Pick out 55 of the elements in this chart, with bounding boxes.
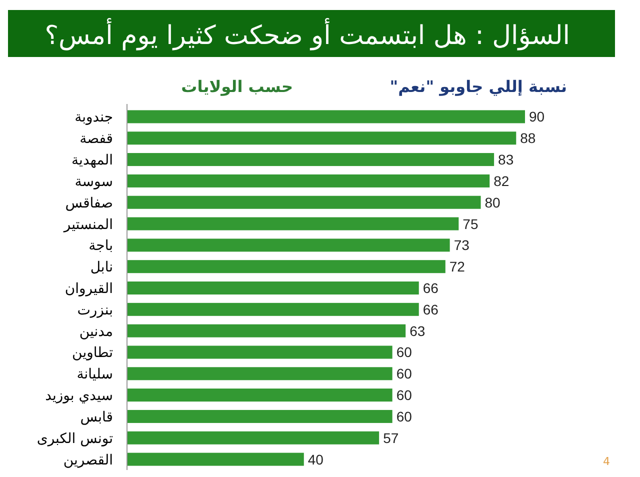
y-tick-label: القيروان [64,281,113,297]
y-tick-label: قابس [80,409,113,426]
data-label: 60 [396,387,412,404]
text: 4 [603,455,610,468]
bar [127,410,392,423]
bar [127,367,392,380]
data-label: 57 [383,430,399,446]
y-tick-label: صفاقس [65,195,113,212]
y-tick-label: قفصة [80,131,113,148]
bar [127,452,304,466]
data-label: 88 [520,130,536,146]
y-tick-label: القصرين [63,452,113,468]
data-label: 75 [462,216,478,232]
y-tick-label: تونس الكبرى [36,430,114,447]
bar [127,346,392,359]
y-tick-label: باجة [88,238,113,254]
y-axis-title: حسب الولايات [181,77,293,96]
data-label: 72 [449,258,466,275]
bar [127,174,490,188]
bar [127,260,446,274]
data-label: 63 [410,322,426,339]
bar [127,302,419,316]
bar [127,431,380,444]
y-tick-label: المهدية [72,152,113,169]
data-label: 66 [422,280,439,296]
data-label: 80 [484,194,501,210]
bar [127,132,516,145]
y-tick-label: جندوبة [74,110,113,126]
data-label: 83 [498,152,514,168]
bar [127,110,525,124]
bar [127,153,494,166]
chart-title: السؤال : هل ابتسمت أو ضحكت كثيرا يوم أمس؟ [44,18,570,51]
data-label: 60 [396,408,412,424]
chart-subtitle: نسبة إللي جاوبو "نعم" [390,77,567,96]
bar [127,196,481,209]
data-label: 66 [422,301,439,318]
bar [127,324,406,338]
y-tick-label: نابل [90,260,113,276]
y-tick-label: سيدي بوزيد [45,388,113,404]
data-label: 60 [396,344,412,360]
data-label: 60 [396,366,412,382]
data-label: 40 [308,451,324,468]
data-label: 82 [494,172,510,189]
y-tick-label: المنستير [62,216,113,233]
y-tick-label: سوسة [74,174,113,190]
bar [127,217,459,230]
y-tick-label: سليانة [76,366,113,383]
bar [127,238,450,252]
y-tick-label: بنزرت [77,302,113,318]
data-label: 73 [454,237,470,254]
bar [127,388,392,402]
y-tick-label: تطاوين [72,345,114,362]
y-tick-label: مدنين [79,324,113,340]
data-label: 90 [529,108,545,125]
bar [127,282,419,294]
